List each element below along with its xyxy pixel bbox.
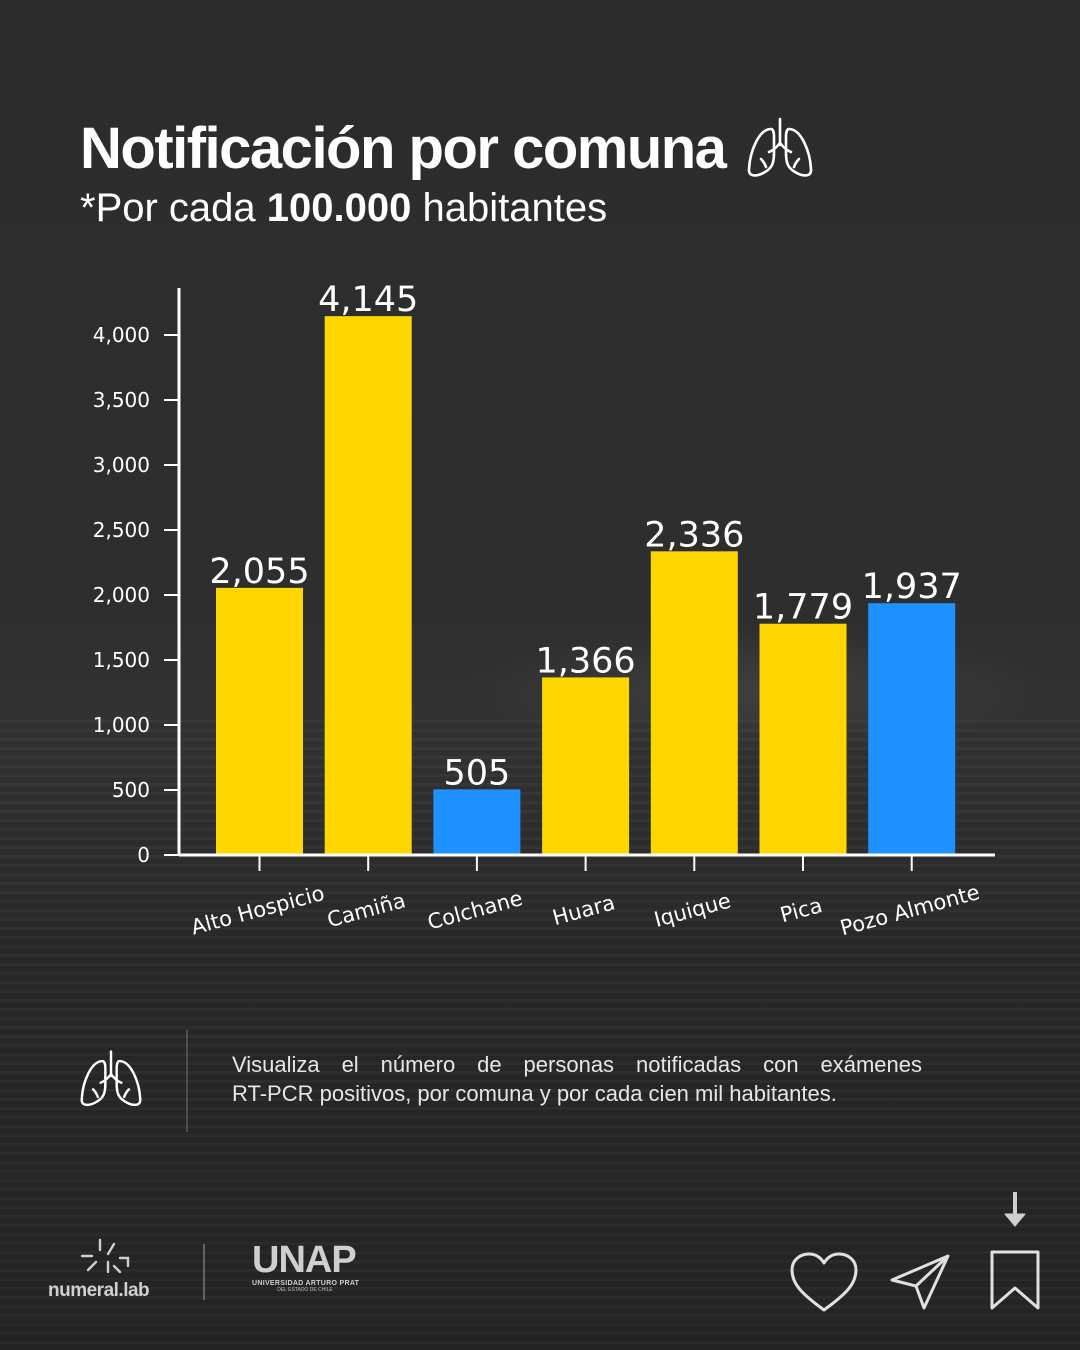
y-tick-label: 2,000	[93, 583, 150, 607]
heart-icon[interactable]	[788, 1250, 860, 1314]
send-icon[interactable]	[888, 1252, 952, 1312]
y-tick-label: 500	[112, 778, 150, 802]
bar-chart: 05001,0001,5002,0002,5003,0003,5004,000 …	[93, 280, 995, 940]
bar-huara	[542, 677, 630, 855]
bar-alto-hospicio	[216, 587, 303, 855]
bar-pica	[759, 623, 847, 855]
x-tick-label: Camiña	[325, 888, 409, 932]
y-tick-label: 4,000	[93, 323, 150, 347]
description: Visualiza el número de personas notifica…	[232, 1050, 922, 1108]
title-row: Notificación por comuna	[80, 112, 815, 184]
x-tick-label: Pozo Almonte	[838, 880, 983, 940]
footer-divider	[186, 1030, 188, 1132]
logo-divider	[203, 1244, 205, 1300]
unap-logo: UNAP UNIVERSIDAD ARTURO PRAT DEL ESTADO …	[252, 1240, 359, 1293]
numeral-lab-logo-mark	[80, 1238, 130, 1274]
y-tick-label: 1,000	[93, 713, 150, 737]
unap-logo-subtitle-2: DEL ESTADO DE CHILE	[277, 1287, 333, 1293]
y-tick-label: 2,500	[93, 518, 150, 542]
y-axis-ticks: 0 500 1,000 1,500 2,000 2,500 3,000 3,500 4,000	[93, 323, 179, 867]
subtitle: *Por cada 100.000 habitantes	[80, 186, 607, 231]
bar-camiña	[324, 316, 412, 855]
unap-logo-text: UNAP	[252, 1239, 357, 1281]
y-tick-label: 3,000	[93, 453, 150, 477]
description-line-1: Visualiza el número de personas notifica…	[232, 1052, 922, 1077]
subtitle-bold: 100.000	[266, 186, 412, 230]
bar-pozo-almonte	[868, 603, 956, 855]
subtitle-prefix: *Por cada	[80, 186, 267, 230]
bar-value-label: 2,055	[209, 552, 309, 592]
bar-value-label: 4,145	[318, 280, 418, 320]
y-tick-label: 0	[137, 843, 150, 867]
numeral-lab-logo-text: numeral.lab	[48, 1280, 150, 1301]
bars	[216, 316, 956, 855]
x-tick-label: Iquique	[652, 889, 734, 932]
bar-value-label: 505	[443, 753, 510, 793]
bar-iquique	[650, 551, 738, 855]
lungs-icon	[80, 1050, 142, 1107]
unap-logo-subtitle: UNIVERSIDAD ARTURO PRAT	[252, 1280, 360, 1287]
y-tick-label: 3,500	[93, 388, 150, 412]
bar-value-label: 1,366	[535, 641, 635, 681]
description-line-2: RT-PCR positivos, por comuna y por cada …	[232, 1081, 837, 1106]
bar-value-label: 1,779	[753, 588, 853, 628]
bar-value-label: 1,937	[862, 567, 962, 607]
page-title: Notificación por comuna	[80, 115, 727, 181]
y-tick-label: 1,500	[93, 648, 150, 672]
bar-colchane	[433, 789, 521, 855]
download-arrow-icon	[1004, 1192, 1026, 1227]
x-tick-label: Huara	[550, 890, 618, 930]
bookmark-icon[interactable]	[988, 1188, 1042, 1314]
x-tick-label: Alto Hospicio	[188, 881, 326, 940]
x-tick-label: Colchane	[425, 886, 525, 934]
bar-value-label: 2,336	[644, 515, 744, 555]
x-tick-label: Pica	[778, 893, 825, 927]
subtitle-suffix: habitantes	[411, 186, 608, 230]
lungs-icon	[748, 117, 813, 177]
